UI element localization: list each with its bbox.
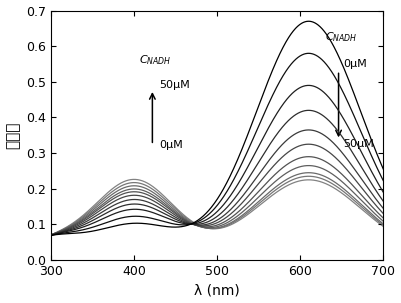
Text: 0μM: 0μM (159, 140, 183, 150)
X-axis label: λ (nm): λ (nm) (194, 283, 240, 298)
Text: $\mathit{C}_{NADH}$: $\mathit{C}_{NADH}$ (325, 30, 358, 44)
Y-axis label: 吸光度: 吸光度 (6, 122, 20, 149)
Text: 0μM: 0μM (344, 59, 367, 69)
Text: $\mathit{C}_{NADH}$: $\mathit{C}_{NADH}$ (139, 54, 172, 67)
Text: 50μM: 50μM (159, 80, 190, 90)
Text: 50μM: 50μM (344, 139, 374, 149)
